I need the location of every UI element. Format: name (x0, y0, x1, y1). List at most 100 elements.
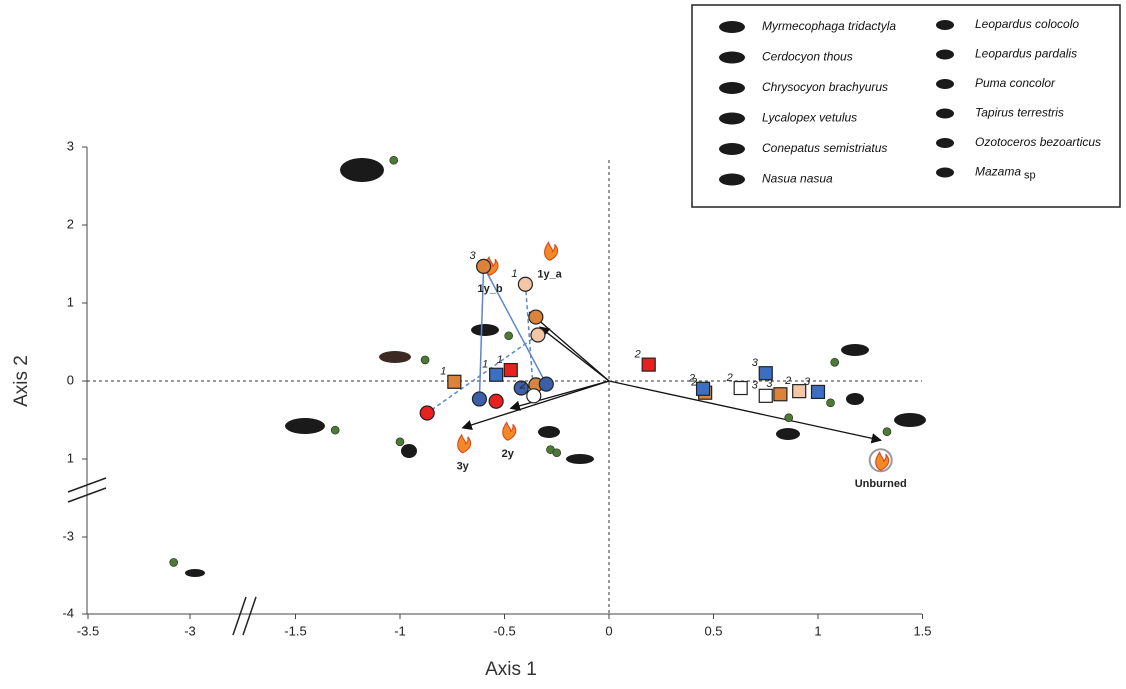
vector-label: 1y_a (537, 268, 562, 280)
legend-label: Chrysocyon brachyurus (762, 80, 888, 94)
vector-label: 3y (457, 461, 470, 473)
point-label: 2 (519, 380, 526, 392)
legend-label: Tapirus terrestris (975, 106, 1064, 120)
legend-name: Myrmecophaga tridactyla (762, 19, 896, 33)
point-label: 2 (726, 372, 733, 384)
species-point (390, 156, 398, 164)
site-circle (518, 277, 532, 291)
point-label: 3 (752, 380, 759, 392)
legend-icon (719, 174, 745, 186)
legend-name: Leopardus colocolo (975, 17, 1079, 31)
vector (530, 312, 609, 381)
legend-label: Lycalopex vetulus (762, 111, 857, 125)
point-label: 1 (511, 268, 517, 280)
y-tick-label: -3 (62, 528, 74, 543)
legend-name: Leopardus pardalis (975, 47, 1077, 61)
site-square (504, 364, 517, 377)
legend-label: Conepatus semistriatus (762, 141, 887, 155)
x-tick-label: 0 (605, 623, 612, 638)
point-label: 2 (784, 375, 791, 387)
site-square (759, 389, 772, 402)
site-square (774, 388, 787, 401)
legend-label: Myrmecophaga tridactyla (762, 19, 896, 33)
species-point (396, 438, 404, 446)
species-point (331, 426, 339, 434)
legend-icon (719, 52, 745, 64)
legend-name: Cerdocyon thous (762, 50, 853, 64)
legend-name: Ozotoceros bezoarticus (975, 135, 1101, 149)
legend-qualifier: sp (1024, 169, 1036, 181)
species-point (421, 356, 429, 364)
legend-name: Puma concolor (975, 76, 1056, 90)
site-square (734, 382, 747, 395)
y-tick-label: -4 (62, 605, 74, 620)
legend-label: Leopardus colocolo (975, 17, 1079, 31)
silhouettes (185, 158, 926, 577)
legend-icon (719, 113, 745, 125)
y-tick-label: 1 (67, 450, 74, 465)
legend-icon (719, 82, 745, 94)
point-label: 2 (634, 349, 641, 361)
legend-name: Tapirus terrestris (975, 106, 1064, 120)
chart: Axis 1 Axis 2 -3.5-3-1.5-1-0.500.511.532… (0, 0, 1126, 684)
species-point (170, 558, 178, 566)
y-tick-label: 1 (67, 294, 74, 309)
site-square (812, 385, 825, 398)
site-circle (527, 389, 541, 403)
legend-icon (936, 20, 954, 30)
y-tick-label: 0 (67, 372, 74, 387)
site-square (642, 358, 655, 371)
point-label: 2 (688, 373, 695, 385)
legend-label: Puma concolor (975, 76, 1056, 90)
site-circle (531, 328, 545, 342)
site-circle (489, 394, 503, 408)
point-label: 1 (482, 359, 488, 371)
site-square (448, 375, 461, 388)
site-circle (472, 392, 486, 406)
species-point (831, 358, 839, 366)
legend-name: Mazama (975, 165, 1021, 179)
vector-label: 1y_b (477, 283, 502, 295)
legend-label: Leopardus pardalis (975, 47, 1077, 61)
x-tick-label: -1.5 (284, 623, 306, 638)
legend-label: Ozotoceros bezoarticus (975, 135, 1101, 149)
vector-label: 2y (502, 448, 515, 460)
vector (540, 327, 609, 381)
species-point (827, 399, 835, 407)
legend-label: Cerdocyon thous (762, 50, 853, 64)
legend-icon (936, 168, 954, 178)
legend-icon (936, 79, 954, 89)
fire-icon (503, 422, 516, 440)
x-tick-label: -1 (394, 623, 406, 638)
x-tick-label: -3.5 (77, 623, 99, 638)
species-point (505, 332, 513, 340)
x-axis-title: Axis 1 (485, 659, 537, 680)
species-point (553, 449, 561, 457)
point-label: 3 (752, 357, 759, 369)
legend-name: Lycalopex vetulus (762, 111, 857, 125)
site-square (759, 367, 772, 380)
legend-name: Conepatus semistriatus (762, 141, 887, 155)
fire-icon (545, 242, 558, 260)
x-tick-label: 1 (814, 623, 821, 638)
site-circle (529, 310, 543, 324)
legend-icon (936, 50, 954, 60)
y-tick-label: 2 (67, 216, 74, 231)
point-label: 1 (497, 354, 503, 366)
x-tick-label: 0.5 (704, 623, 722, 638)
vector-label: Unburned (855, 478, 907, 490)
species-point (883, 428, 891, 436)
x-tick-label: -3 (184, 623, 196, 638)
site-circle (477, 259, 491, 273)
legend-name: Nasua nasua (762, 172, 833, 186)
point-label: 1 (440, 366, 446, 378)
site-square (793, 385, 806, 398)
axis-break (68, 478, 256, 635)
site-square (490, 368, 503, 381)
y-tick-label: 3 (67, 138, 74, 153)
legend-icon (936, 138, 954, 148)
legend-label: Nasua nasua (762, 172, 833, 186)
y-axis-title: Axis 2 (11, 355, 32, 407)
x-tick-label: 1.5 (913, 623, 931, 638)
legend-name: Chrysocyon brachyurus (762, 80, 888, 94)
